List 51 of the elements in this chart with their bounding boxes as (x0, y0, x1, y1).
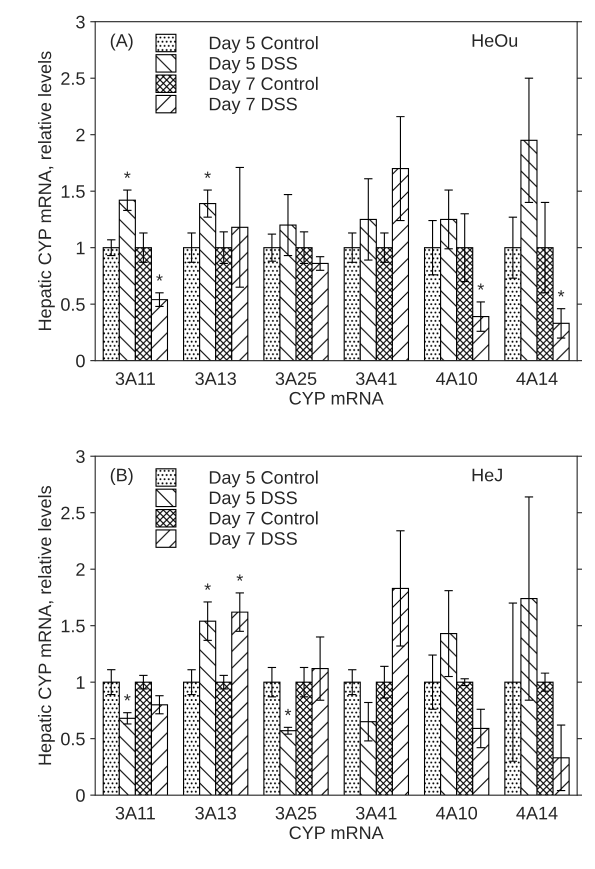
y-axis-title: Hepatic CYP mRNA, relative levels (38, 486, 55, 765)
data-label: * (478, 283, 484, 290)
y-tick-label: 0.5 (61, 732, 85, 746)
legend-label: Day 7 Control (210, 511, 318, 528)
legend-label: Day 5 Control (210, 36, 318, 53)
y-tick-label: 0 (76, 789, 85, 802)
annotation: (B) (110, 468, 133, 485)
y-tick-label: 1 (76, 242, 85, 254)
y-tick-label: 2 (76, 563, 85, 576)
y-tick-label: 0 (76, 354, 85, 368)
x-tick-label: 3A11 (116, 806, 155, 820)
annotation: HeOu (472, 34, 518, 47)
y-tick-label: 1.5 (62, 620, 85, 632)
x-tick-label: 3A25 (276, 806, 316, 820)
legend-label: Day 5 Control (210, 470, 318, 488)
data-label: * (124, 694, 131, 701)
x-tick-label: 3A13 (195, 806, 236, 820)
y-tick-label: 2 (76, 128, 85, 142)
x-tick-label: 4A10 (436, 806, 478, 820)
x-tick-label: 4A14 (516, 372, 558, 385)
data-label: * (558, 290, 564, 297)
data-label: * (156, 274, 163, 281)
data-label: * (284, 708, 292, 716)
annotation: HeJ (472, 468, 502, 482)
y-axis-title: Hepatic CYP mRNA, relative levels (38, 52, 55, 330)
x-axis-title: CYP mRNA (290, 826, 384, 840)
x-tick-label: 3A25 (276, 372, 316, 386)
y-tick-label: 1.5 (62, 185, 85, 198)
x-tick-label: 4A14 (516, 806, 558, 820)
legend-label: Day 5 DSS (210, 56, 297, 74)
data-label: * (236, 574, 244, 581)
legend-label: Day 7 Control (210, 76, 318, 94)
legend-label: Day 7 DSS (210, 98, 297, 114)
x-axis-title: CYP mRNA (290, 392, 384, 405)
x-tick-label: 3A41 (356, 372, 397, 386)
legend-label: Day 5 DSS (210, 491, 297, 508)
x-tick-label: 4A10 (436, 372, 478, 386)
annotation: (A) (110, 34, 133, 50)
legend-label: Day 7 DSS (210, 532, 297, 548)
data-label: * (124, 172, 131, 178)
y-tick-label: 2.5 (61, 72, 85, 85)
data-label: * (204, 584, 211, 590)
y-tick-label: 3 (76, 16, 85, 28)
x-tick-label: 3A11 (116, 372, 155, 386)
data-label: * (204, 172, 211, 178)
x-tick-label: 3A13 (195, 372, 236, 386)
y-tick-label: 3 (76, 450, 85, 463)
y-tick-label: 2.5 (61, 506, 85, 520)
y-tick-label: 1 (76, 676, 85, 689)
x-tick-label: 3A41 (356, 806, 397, 820)
y-tick-label: 0.5 (61, 298, 85, 311)
